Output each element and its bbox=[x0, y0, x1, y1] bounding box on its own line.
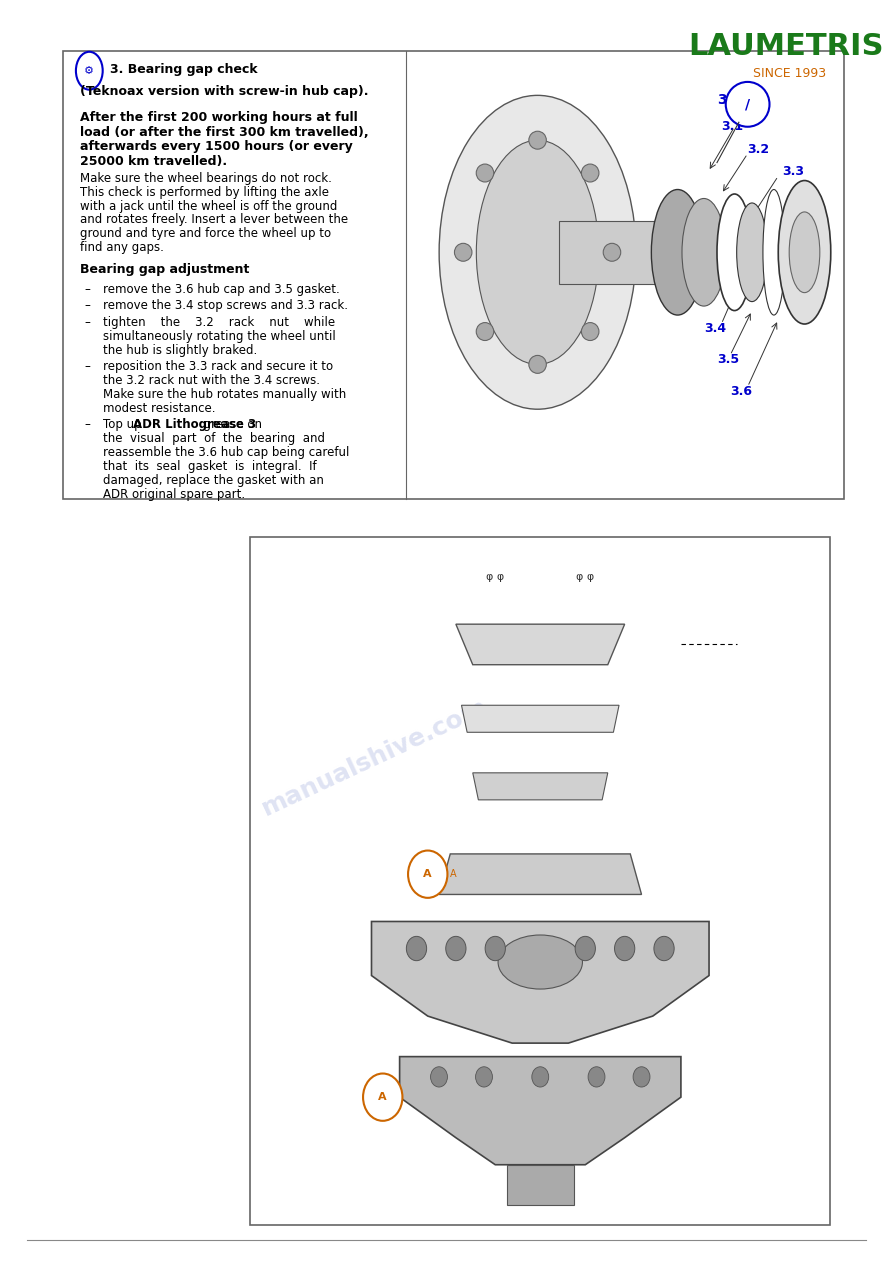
Text: 3.6: 3.6 bbox=[730, 385, 752, 398]
Circle shape bbox=[588, 1067, 605, 1087]
Circle shape bbox=[476, 322, 494, 341]
Circle shape bbox=[581, 322, 599, 341]
Text: 3.4: 3.4 bbox=[704, 322, 726, 335]
Circle shape bbox=[76, 52, 103, 90]
Ellipse shape bbox=[763, 189, 785, 314]
Text: –: – bbox=[85, 360, 91, 373]
Text: damaged, replace the gasket with an: damaged, replace the gasket with an bbox=[103, 474, 323, 486]
Text: ⚙: ⚙ bbox=[84, 66, 95, 76]
Polygon shape bbox=[472, 773, 608, 799]
Text: 3.2: 3.2 bbox=[747, 143, 770, 155]
Polygon shape bbox=[400, 1057, 681, 1164]
Ellipse shape bbox=[498, 935, 582, 989]
Text: remove the 3.6 hub cap and 3.5 gasket.: remove the 3.6 hub cap and 3.5 gasket. bbox=[103, 283, 339, 296]
Text: 3. Bearing gap check: 3. Bearing gap check bbox=[110, 63, 257, 76]
Circle shape bbox=[476, 164, 494, 182]
Circle shape bbox=[430, 1067, 447, 1087]
Text: simultaneously rotating the wheel until: simultaneously rotating the wheel until bbox=[103, 330, 336, 342]
Text: 3.1: 3.1 bbox=[722, 120, 744, 133]
Circle shape bbox=[654, 936, 674, 961]
Text: reassemble the 3.6 hub cap being careful: reassemble the 3.6 hub cap being careful bbox=[103, 446, 349, 458]
Circle shape bbox=[529, 355, 547, 374]
Text: manualshive.com: manualshive.com bbox=[258, 695, 492, 821]
FancyBboxPatch shape bbox=[250, 537, 830, 1225]
Ellipse shape bbox=[737, 203, 767, 302]
Circle shape bbox=[614, 936, 635, 961]
Circle shape bbox=[408, 850, 447, 898]
Text: load (or after the first 300 km travelled),: load (or after the first 300 km travelle… bbox=[80, 126, 369, 139]
Ellipse shape bbox=[682, 198, 726, 306]
Text: This check is performed by lifting the axle: This check is performed by lifting the a… bbox=[80, 186, 330, 198]
Circle shape bbox=[446, 936, 466, 961]
Text: SINCE 1993: SINCE 1993 bbox=[753, 67, 826, 80]
Text: Make sure the hub rotates manually with: Make sure the hub rotates manually with bbox=[103, 388, 346, 400]
Text: Make sure the wheel bearings do not rock.: Make sure the wheel bearings do not rock… bbox=[80, 172, 332, 184]
Circle shape bbox=[529, 131, 547, 149]
Bar bbox=[506, 1164, 574, 1205]
Text: remove the 3.4 stop screws and 3.3 rack.: remove the 3.4 stop screws and 3.3 rack. bbox=[103, 299, 347, 312]
Circle shape bbox=[363, 1074, 403, 1120]
Circle shape bbox=[532, 1067, 548, 1087]
Text: Bearing gap adjustment: Bearing gap adjustment bbox=[80, 263, 250, 275]
Circle shape bbox=[581, 164, 599, 182]
Circle shape bbox=[633, 1067, 650, 1087]
Polygon shape bbox=[462, 705, 619, 733]
Text: –: – bbox=[85, 316, 91, 328]
Text: –: – bbox=[85, 283, 91, 296]
FancyBboxPatch shape bbox=[63, 51, 844, 499]
Text: A: A bbox=[379, 1092, 387, 1103]
Text: A: A bbox=[423, 869, 432, 879]
Text: φ φ: φ φ bbox=[576, 572, 595, 582]
Text: afterwards every 1500 hours (or every: afterwards every 1500 hours (or every bbox=[80, 140, 353, 153]
Text: 25000 km travelled).: 25000 km travelled). bbox=[80, 154, 228, 168]
Ellipse shape bbox=[476, 140, 599, 364]
Polygon shape bbox=[439, 854, 641, 894]
Text: find any gaps.: find any gaps. bbox=[80, 241, 164, 254]
Text: the  visual  part  of  the  bearing  and: the visual part of the bearing and bbox=[103, 432, 325, 445]
Text: –: – bbox=[85, 299, 91, 312]
Text: 3.5: 3.5 bbox=[717, 354, 739, 366]
Circle shape bbox=[726, 82, 770, 126]
Polygon shape bbox=[371, 922, 709, 1043]
Text: tighten    the    3.2    rack    nut    while: tighten the 3.2 rack nut while bbox=[103, 316, 335, 328]
Text: LAUMETRIS: LAUMETRIS bbox=[689, 32, 883, 61]
Text: the 3.2 rack nut with the 3.4 screws.: the 3.2 rack nut with the 3.4 screws. bbox=[103, 374, 320, 386]
Text: with a jack until the wheel is off the ground: with a jack until the wheel is off the g… bbox=[80, 200, 338, 212]
Ellipse shape bbox=[789, 212, 820, 293]
Text: modest resistance.: modest resistance. bbox=[103, 402, 215, 414]
Ellipse shape bbox=[651, 189, 704, 314]
Circle shape bbox=[604, 244, 621, 261]
Text: A: A bbox=[450, 869, 457, 879]
Circle shape bbox=[476, 1067, 492, 1087]
Text: the hub is slightly braked.: the hub is slightly braked. bbox=[103, 344, 257, 356]
Text: ground and tyre and force the wheel up to: ground and tyre and force the wheel up t… bbox=[80, 227, 331, 240]
Text: (Teknoax version with screw-in hub cap).: (Teknoax version with screw-in hub cap). bbox=[80, 85, 369, 97]
Text: that  its  seal  gasket  is  integral.  If: that its seal gasket is integral. If bbox=[103, 460, 316, 472]
Text: –: – bbox=[85, 418, 91, 431]
Ellipse shape bbox=[717, 195, 752, 311]
Bar bbox=[559, 221, 800, 284]
Text: reposition the 3.3 rack and secure it to: reposition the 3.3 rack and secure it to bbox=[103, 360, 333, 373]
Text: Top up: Top up bbox=[103, 418, 149, 431]
Circle shape bbox=[406, 936, 427, 961]
Ellipse shape bbox=[779, 181, 830, 325]
Text: and rotates freely. Insert a lever between the: and rotates freely. Insert a lever betwe… bbox=[80, 213, 348, 226]
Text: grease on: grease on bbox=[196, 418, 263, 431]
Text: /: / bbox=[745, 97, 750, 111]
Text: After the first 200 working hours at full: After the first 200 working hours at ful… bbox=[80, 111, 358, 124]
Polygon shape bbox=[456, 624, 625, 664]
Circle shape bbox=[485, 936, 505, 961]
Circle shape bbox=[455, 244, 472, 261]
Text: φ φ: φ φ bbox=[486, 572, 505, 582]
Text: ADR Lithogrease 3: ADR Lithogrease 3 bbox=[133, 418, 255, 431]
Text: ADR original spare part.: ADR original spare part. bbox=[103, 488, 245, 500]
Ellipse shape bbox=[439, 95, 636, 409]
Circle shape bbox=[575, 936, 596, 961]
Text: 3: 3 bbox=[717, 93, 727, 107]
Text: 3.3: 3.3 bbox=[782, 165, 805, 178]
